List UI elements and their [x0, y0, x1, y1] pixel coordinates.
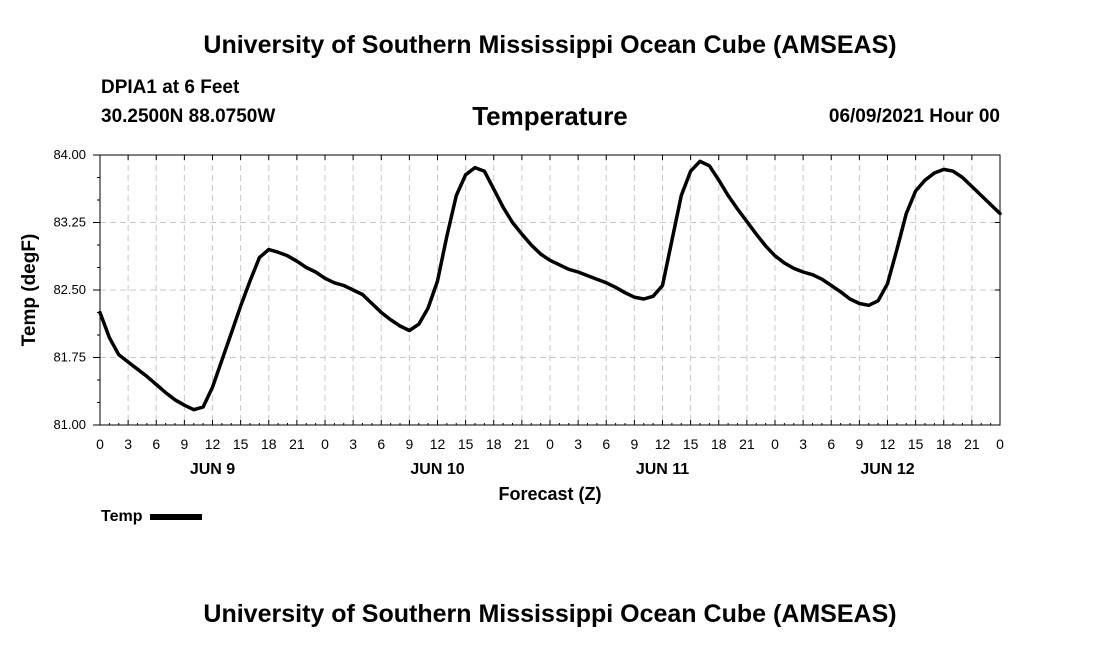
x-tick-label: 18 [711, 436, 727, 452]
day-label: JUN 9 [190, 461, 235, 478]
x-tick-label: 21 [964, 436, 980, 452]
variable-title: Temperature [472, 101, 628, 131]
day-label: JUN 12 [860, 461, 914, 478]
series-line-temp [98, 159, 1002, 412]
y-tick-label: 81.75 [53, 350, 86, 365]
x-tick-label: 0 [996, 436, 1004, 452]
day-label: JUN 10 [410, 461, 464, 478]
y-tick-label: 81.00 [53, 417, 86, 432]
x-tick-label: 21 [739, 436, 755, 452]
x-tick-label: 6 [377, 436, 385, 452]
x-tick-label: 18 [261, 436, 277, 452]
x-tick-label: 0 [96, 436, 104, 452]
x-tick-label: 12 [205, 436, 221, 452]
x-axis-label: Forecast (Z) [498, 484, 601, 504]
x-tick-label: 0 [771, 436, 779, 452]
x-tick-label: 3 [574, 436, 582, 452]
x-tick-label: 9 [630, 436, 638, 452]
x-tick-label: 0 [546, 436, 554, 452]
legend: Temp [101, 508, 203, 526]
x-tick-label: 3 [124, 436, 132, 452]
x-tick-label: 9 [405, 436, 413, 452]
station-label: DPIA1 at 6 Feet [101, 77, 240, 98]
x-tick-label: 15 [908, 436, 924, 452]
x-tick-label: 15 [233, 436, 249, 452]
x-tick-label: 3 [349, 436, 357, 452]
x-tick-label: 18 [486, 436, 502, 452]
bottom-title: University of Southern Mississippi Ocean… [203, 600, 897, 628]
x-tick-label: 18 [936, 436, 952, 452]
x-tick-label: 6 [827, 436, 835, 452]
y-tick-label: 82.50 [53, 282, 86, 297]
x-tick-label: 9 [180, 436, 188, 452]
x-tick-label: 15 [458, 436, 474, 452]
x-tick-label: 15 [683, 436, 699, 452]
x-tick-label: 6 [152, 436, 160, 452]
x-tick-label: 12 [430, 436, 446, 452]
legend-label: Temp [101, 508, 143, 525]
coordinates-label: 30.2500N 88.0750W [101, 106, 276, 127]
x-tick-label: 21 [289, 436, 305, 452]
y-axis-label: Temp (degF) [19, 234, 40, 347]
x-tick-label: 21 [514, 436, 530, 452]
x-tick-label: 9 [855, 436, 863, 452]
day-label: JUN 11 [636, 461, 689, 478]
legend-swatch [150, 514, 203, 520]
y-tick-label: 84.00 [53, 147, 86, 162]
y-tick-label: 83.25 [53, 215, 86, 230]
x-tick-label: 12 [880, 436, 896, 452]
forecast-datetime: 06/09/2021 Hour 00 [828, 106, 1000, 127]
top-title: University of Southern Mississippi Ocean… [203, 31, 897, 59]
x-tick-label: 3 [799, 436, 807, 452]
x-tick-label: 6 [602, 436, 610, 452]
x-tick-label: 12 [655, 436, 671, 452]
x-tick-label: 0 [321, 436, 329, 452]
